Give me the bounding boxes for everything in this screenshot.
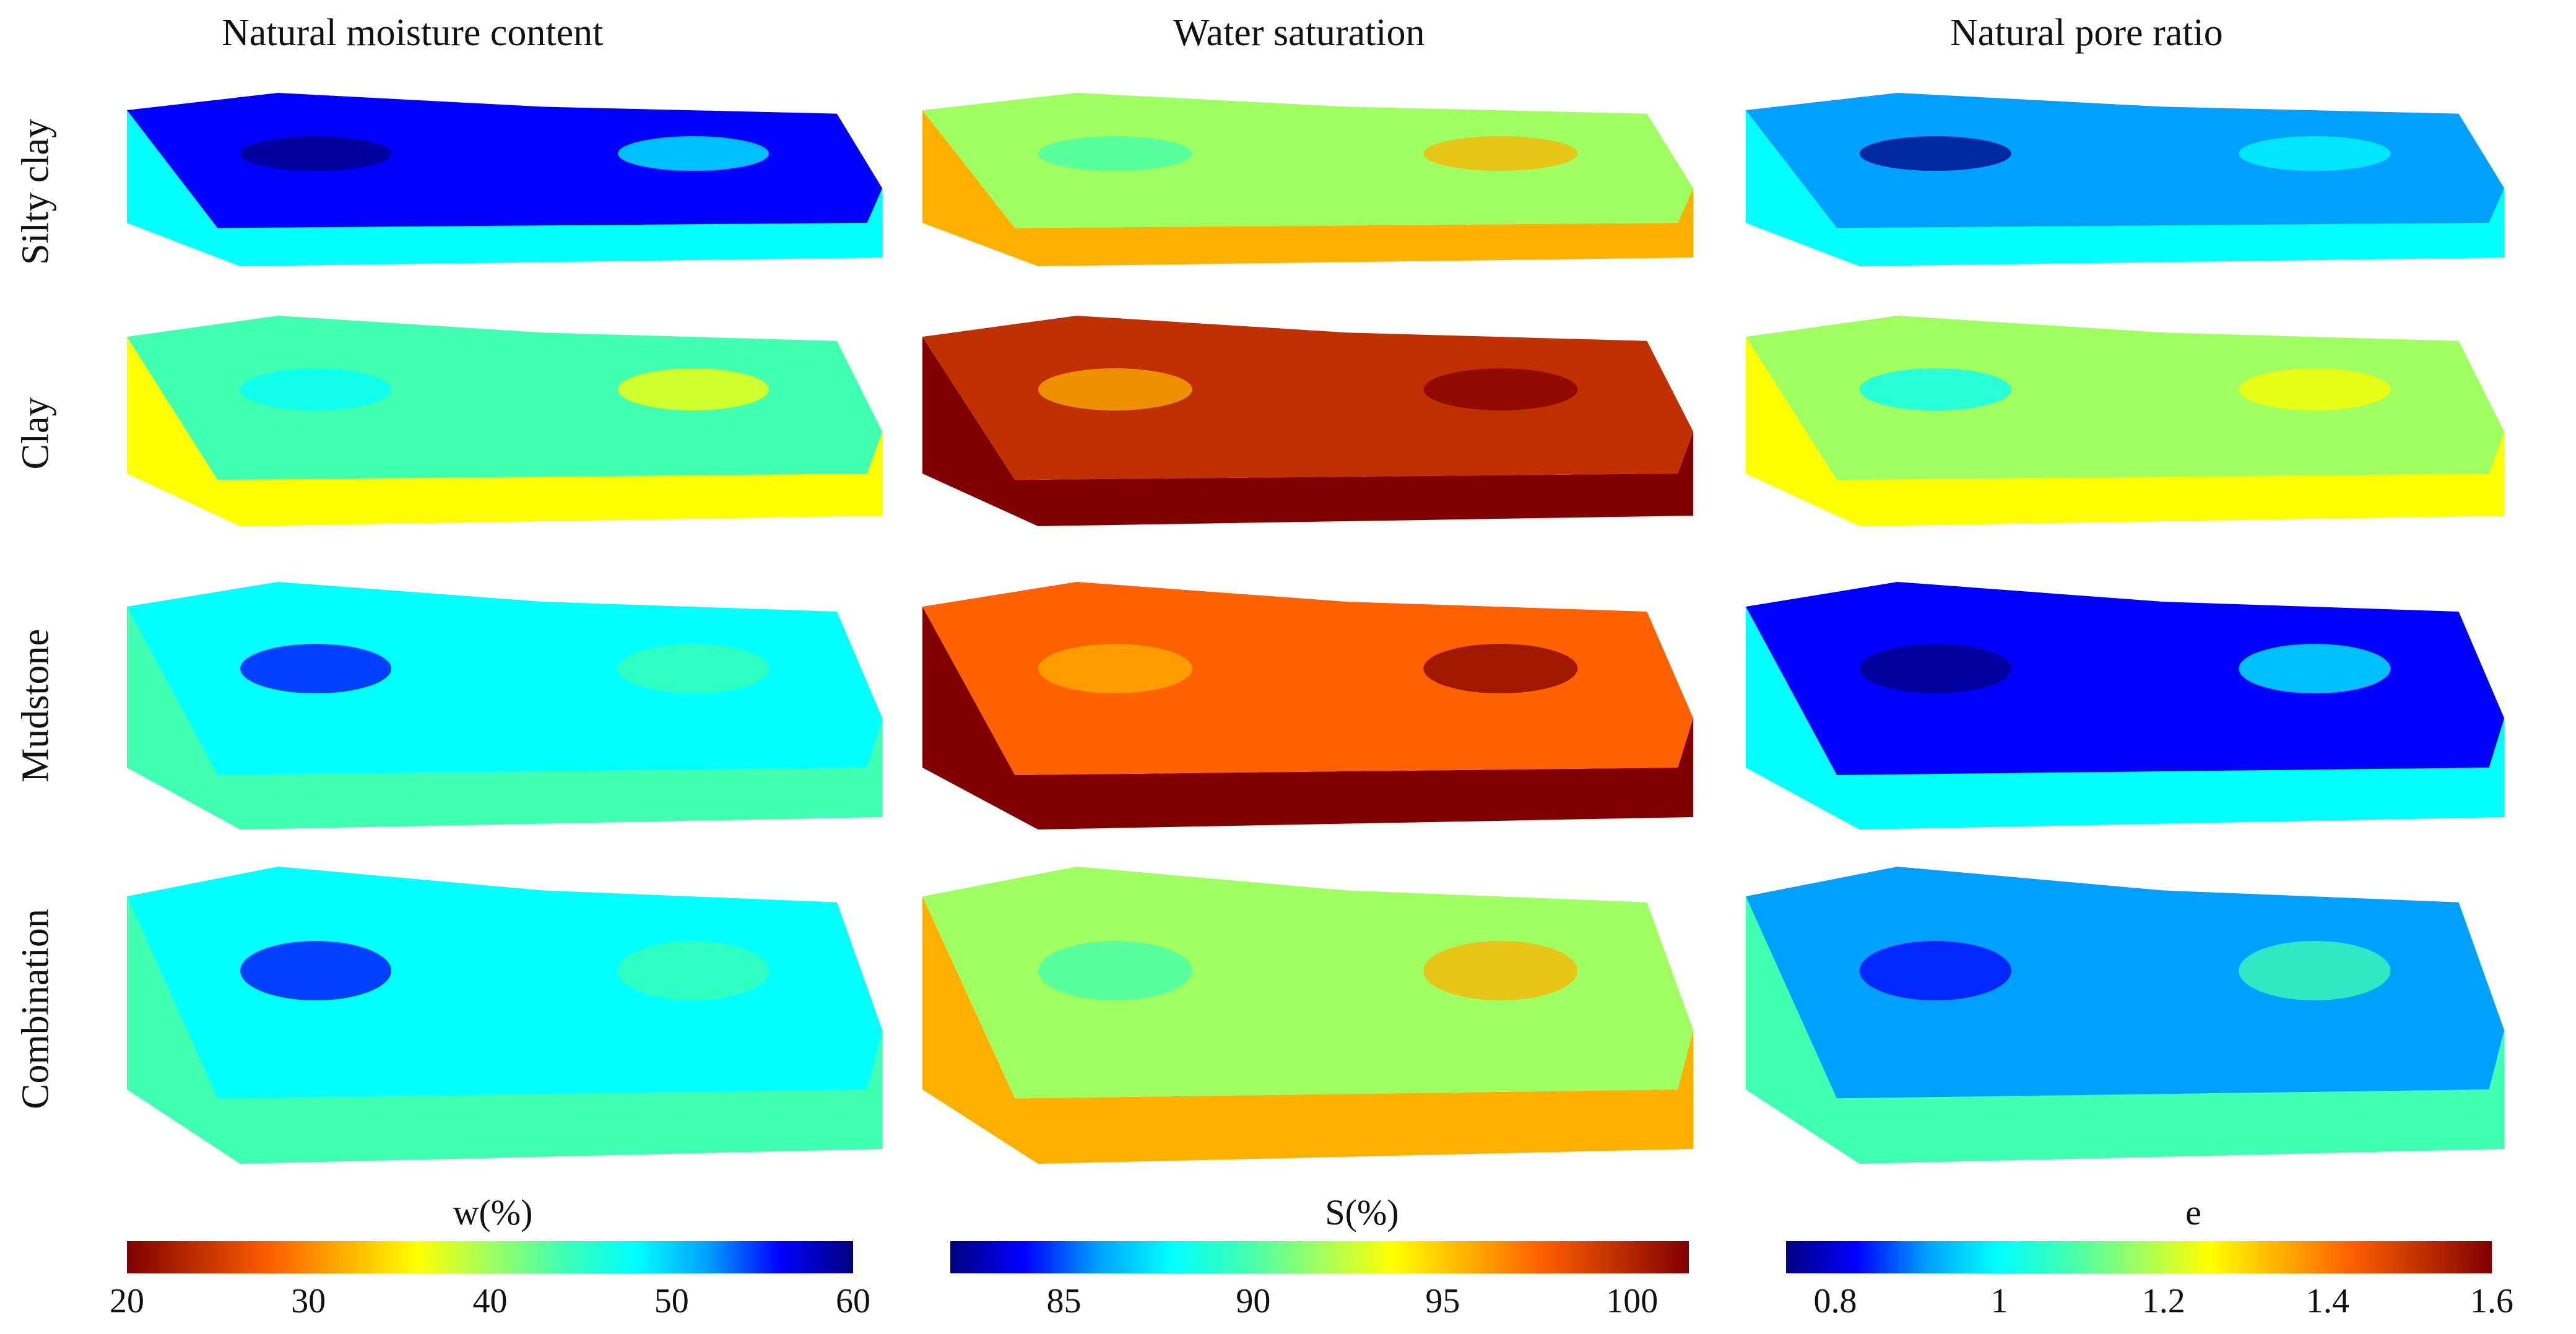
contour-blob <box>618 644 769 693</box>
slab-top <box>127 93 882 228</box>
contour-blob <box>618 368 769 410</box>
contour-blob <box>618 136 769 171</box>
contour-blob <box>2239 644 2391 693</box>
column-title-pore-ratio: Natural pore ratio <box>1950 12 2223 54</box>
colorbar-tick-pore-ratio: 0.8 <box>1813 1282 1857 1320</box>
colorbar-label-s: S(%) <box>1325 1192 1399 1232</box>
colorbar-tick-saturation: 85 <box>1046 1282 1082 1320</box>
slab-top <box>1746 582 2504 775</box>
contour-blob <box>429 681 580 730</box>
contour-blob <box>618 941 769 1000</box>
slab-side <box>1746 896 2504 1164</box>
slab-saturation-combination <box>922 867 1693 1164</box>
contour-blob <box>1231 985 1385 1045</box>
colorbar-tick-moisture: 20 <box>110 1282 144 1320</box>
contour-blob <box>1859 644 2011 693</box>
slab-side <box>922 607 1693 829</box>
slab-top <box>127 582 882 775</box>
contour-blob <box>1231 681 1385 730</box>
slab-pore-ratio-clay <box>1746 316 2504 526</box>
slab-top <box>1746 93 2504 228</box>
contour-blob <box>2049 162 2201 197</box>
slab-side <box>1746 337 2504 526</box>
colorbar-saturation <box>950 1241 1689 1273</box>
colorbar-tick-pore-ratio: 1.2 <box>2141 1282 2185 1320</box>
slab-saturation-clay <box>922 316 1693 526</box>
contour-blob <box>1423 368 1578 410</box>
slab-top <box>922 93 1693 228</box>
colorbar-tick-moisture: 40 <box>472 1282 508 1320</box>
slab-pore-ratio-mudstone <box>1746 582 2504 829</box>
colorbar-label-w: w(%) <box>453 1192 533 1232</box>
contour-blob <box>240 941 391 1000</box>
colorbar-tick-moisture: 50 <box>654 1282 689 1320</box>
slab-side <box>1746 110 2504 266</box>
contour-blob <box>1423 136 1578 171</box>
contour-blob <box>1038 368 1192 410</box>
contour-blob <box>1038 136 1192 171</box>
column-title-moisture: Natural moisture content <box>222 12 604 54</box>
contour-blob <box>240 136 391 171</box>
slab-moisture-mudstone <box>127 582 882 829</box>
colorbar-tick-pore-ratio: 1 <box>1990 1282 2008 1320</box>
colorbar-label-e: e <box>2185 1192 2201 1232</box>
slab-side <box>922 896 1693 1164</box>
slab-moisture-silty-clay <box>127 93 882 266</box>
slab-moisture-combination <box>127 867 882 1164</box>
slab-side <box>922 110 1693 266</box>
contour-blob <box>240 368 391 410</box>
colorbar-tick-saturation: 100 <box>1606 1282 1659 1320</box>
contour-blob <box>2239 136 2391 171</box>
slab-pore-ratio-combination <box>1746 867 2504 1164</box>
colorbar-tick-pore-ratio: 1.4 <box>2305 1282 2349 1320</box>
colorbar-tick-moisture: 30 <box>291 1282 326 1320</box>
slab-side <box>127 110 882 266</box>
contour-blob <box>1423 644 1578 693</box>
colorbar-tick-pore-ratio: 1.6 <box>2470 1282 2513 1320</box>
slab-pore-ratio-silty-clay <box>1746 93 2504 266</box>
colorbar-moisture <box>127 1241 853 1273</box>
slab-top <box>127 316 882 480</box>
colorbar-tick-moisture: 60 <box>836 1282 870 1320</box>
contour-blob <box>429 162 580 197</box>
contour-blob <box>1859 136 2011 171</box>
contour-blob <box>429 985 580 1045</box>
contour-blob <box>2049 400 2201 442</box>
colorbar-tick-saturation: 90 <box>1236 1282 1271 1320</box>
slab-top <box>1746 316 2504 480</box>
contour-blob <box>1231 400 1385 442</box>
slab-top <box>922 316 1693 480</box>
slab-saturation-silty-clay <box>922 93 1693 266</box>
slab-moisture-clay <box>127 316 882 526</box>
slab-top <box>1746 867 2504 1099</box>
slab-top <box>922 582 1693 775</box>
contour-blob <box>240 644 391 693</box>
contour-blob <box>1859 368 2011 410</box>
slab-saturation-mudstone <box>922 582 1693 829</box>
contour-blob <box>1038 941 1192 1000</box>
contour-blob <box>1423 941 1578 1000</box>
slab-top <box>127 867 882 1099</box>
contour-blob <box>2239 368 2391 410</box>
contour-blob <box>2239 941 2391 1000</box>
slab-side <box>1746 607 2504 829</box>
slab-side <box>127 896 882 1164</box>
slab-side <box>922 337 1693 526</box>
colorbar-tick-saturation: 95 <box>1425 1282 1460 1320</box>
slab-side <box>127 337 882 526</box>
slab-top <box>922 867 1693 1099</box>
column-title-saturation: Water saturation <box>1173 12 1425 54</box>
contour-blob <box>1038 644 1192 693</box>
contour-blob <box>2049 985 2201 1045</box>
slab-side <box>127 607 882 829</box>
contour-blob <box>2049 681 2201 730</box>
contour-blob <box>1231 162 1385 197</box>
contour-blob <box>1859 941 2011 1000</box>
contour-blob <box>429 400 580 442</box>
colorbar-pore-ratio <box>1786 1241 2492 1273</box>
